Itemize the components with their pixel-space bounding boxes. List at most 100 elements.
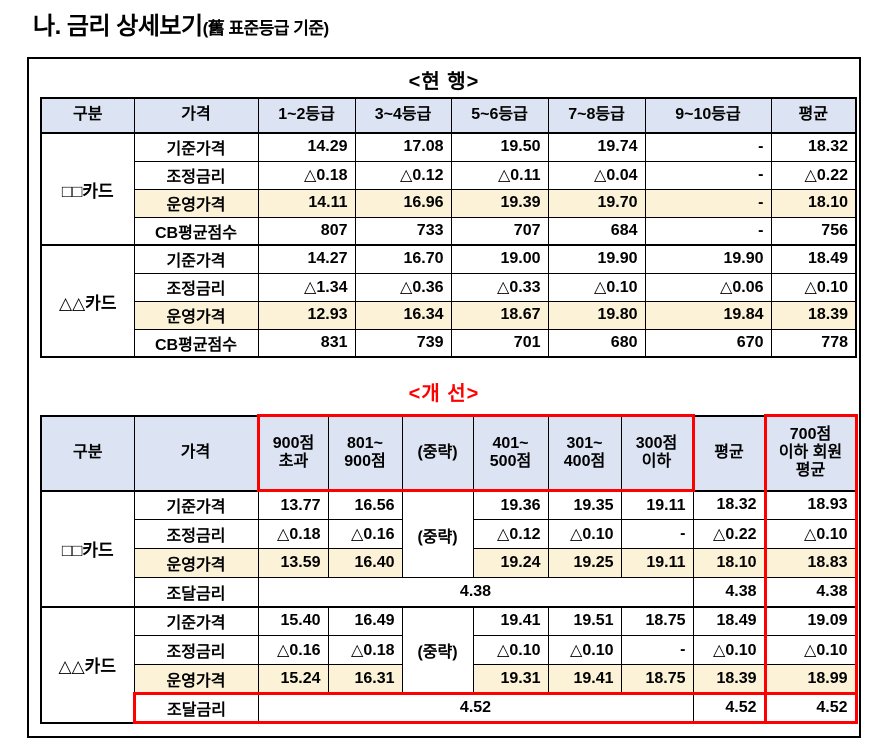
group-label: □□카드 (40, 490, 135, 607)
column-header: 가격 (133, 415, 259, 492)
row-label: 운영가격 (133, 548, 259, 578)
row-label: 조정금리 (133, 519, 259, 549)
column-header: 평균 (770, 97, 857, 134)
row-label: 기준가격 (133, 605, 259, 636)
value-cell: 19.31 (472, 664, 549, 694)
omitted-columns-cell: (중략) (401, 490, 474, 578)
average-cell: △0.10 (692, 635, 766, 665)
table-row: □□카드 기준가격 14.29 17.08 19.50 19.74-18.32 (40, 132, 857, 246)
value-cell: △0.18 (257, 160, 356, 190)
value-cell: 19.51 (547, 605, 622, 636)
value-cell: 19.70 (547, 188, 646, 218)
value-cell: 18.75 (620, 664, 694, 694)
row-label: 조정금리 (133, 272, 259, 302)
value-cell: 16.56 (327, 490, 403, 520)
row-label: CB평균점수 (133, 328, 259, 358)
value-cell: 19.11 (620, 548, 694, 578)
average-cell: 18.10 (692, 548, 766, 578)
table-row: 운영가격 13.59 16.40 19.24 19.25 19.11 18.10 18.83 (41, 548, 858, 578)
page-title-sub: (舊 표준등급 기준) (202, 19, 330, 38)
value-cell: 18.32 (770, 132, 857, 162)
table-row: 운영가격 15.24 16.31 19.31 19.41 18.75 18.39 18.99 (41, 664, 858, 694)
column-header: 5~6등급 (450, 97, 549, 134)
value-cell: 13.59 (257, 548, 329, 578)
table-row: △△카드 기준가격 15.40 16.49 (중략) 19.41 19.51 18.75 18.… (40, 605, 858, 723)
value-cell: - (644, 216, 772, 246)
member-average-cell: 4.38 (763, 577, 858, 607)
value-cell: 19.90 (547, 244, 646, 274)
value-cell: △0.11 (450, 160, 549, 190)
member-average-cell: 19.09 (763, 605, 858, 636)
group-label: △△카드 (40, 605, 135, 723)
average-cell: △0.22 (692, 519, 766, 549)
value-cell: 18.39 (770, 300, 857, 330)
column-header: 401~ 500점 (472, 414, 549, 492)
value-cell: 831 (257, 328, 356, 358)
average-cell: 18.49 (692, 605, 766, 636)
value-cell: 733 (354, 216, 452, 246)
value-cell: 16.70 (354, 244, 452, 274)
table-row: 운영가격 14.11 16.96 19.39 19.70-18.10 (41, 188, 857, 218)
value-cell: 19.00 (450, 244, 549, 274)
value-cell: 680 (547, 328, 646, 358)
member-average-cell: △0.10 (763, 635, 858, 665)
content-frame: <현 행> 구분 가격 1~2등급 3~4등급 5~6등급 7~8등급 9~10등급 평균 □… (27, 57, 861, 738)
row-label: 조달금리 (133, 577, 259, 607)
member-average-cell: 18.99 (763, 664, 858, 694)
row-label: 운영가격 (133, 300, 259, 330)
funding-rate-merged-cell: 4.52 (257, 692, 694, 724)
header-row: 구분 가격 900점 초과 801~ 900점 (중략) 401~ 500점 301~ 40… (40, 414, 858, 492)
improved-table-title: <개 선> (408, 383, 480, 405)
improved-rates-table: 구분 가격 900점 초과 801~ 900점 (중략) 401~ 500점 301~ 40… (40, 414, 858, 724)
member-average-cell: 4.52 (763, 692, 858, 724)
value-cell: 16.31 (327, 664, 403, 694)
value-cell: △0.10 (472, 635, 549, 665)
current-table-header: 구분 가격 1~2등급 3~4등급 5~6등급 7~8등급 9~10등급 평균 (40, 97, 857, 134)
value-cell: 19.90 (644, 244, 772, 274)
average-cell: 18.39 (692, 664, 766, 694)
value-cell: △0.10 (547, 519, 622, 549)
value-cell: 807 (257, 216, 356, 246)
value-cell: 19.36 (472, 490, 549, 520)
funding-rate-merged-cell: 4.38 (257, 577, 694, 607)
value-cell: 19.74 (547, 132, 646, 162)
current-rates-table: 구분 가격 1~2등급 3~4등급 5~6등급 7~8등급 9~10등급 평균 □□카드 기준가… (40, 97, 857, 358)
value-cell: 19.41 (547, 664, 622, 694)
value-cell: △0.10 (547, 635, 622, 665)
value-cell: △0.18 (257, 519, 329, 549)
value-cell: △0.16 (257, 635, 329, 665)
value-cell: 17.08 (354, 132, 452, 162)
column-header: 700점 이하 회원 평균 (763, 414, 858, 492)
row-label: 운영가격 (133, 664, 259, 694)
column-header: 300점 이하 (620, 414, 695, 492)
column-header: 9~10등급 (644, 97, 772, 134)
value-cell: △1.34 (257, 272, 356, 302)
value-cell: - (620, 519, 694, 549)
row-label: 운영가격 (133, 188, 259, 218)
row-label: 조정금리 (133, 635, 259, 665)
value-cell: △0.10 (547, 272, 646, 302)
value-cell: 15.40 (257, 605, 329, 636)
member-average-cell: 18.83 (763, 548, 858, 578)
value-cell: 18.10 (770, 188, 857, 218)
member-average-cell: 18.93 (763, 490, 858, 520)
value-cell: 14.11 (257, 188, 356, 218)
value-cell: △0.12 (472, 519, 549, 549)
column-header: (중략) (401, 414, 474, 492)
value-cell: 707 (450, 216, 549, 246)
table-row: △△카드 기준가격 14.27 16.70 19.00 19.90 19.90 18.49 (40, 244, 857, 358)
table-row: 조달금리 4.52 4.52 4.52 (41, 692, 858, 724)
value-cell: 16.49 (327, 605, 403, 636)
group-label: □□카드 (40, 132, 135, 246)
value-cell: 16.40 (327, 548, 403, 578)
value-cell: △0.18 (327, 635, 403, 665)
value-cell: - (644, 188, 772, 218)
column-header: 900점 초과 (256, 414, 329, 492)
average-cell: 18.32 (692, 490, 766, 520)
value-cell: 14.29 (257, 132, 356, 162)
value-cell: △0.22 (770, 160, 857, 190)
current-table-body: □□카드 기준가격 14.29 17.08 19.50 19.74-18.32 조정금리 △0… (40, 132, 857, 358)
value-cell: 12.93 (257, 300, 356, 330)
value-cell: 19.35 (547, 490, 622, 520)
row-label: 기준가격 (133, 132, 259, 162)
